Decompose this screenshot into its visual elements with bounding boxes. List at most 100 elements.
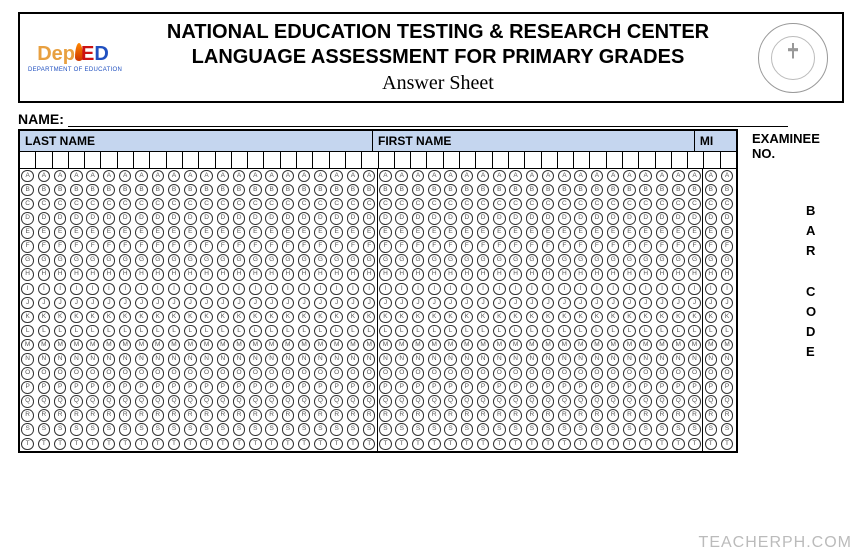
bubble-K[interactable]: K: [347, 311, 360, 324]
bubble-S[interactable]: S: [477, 423, 490, 436]
bubble-F[interactable]: F: [86, 240, 99, 253]
bubble-M[interactable]: M: [152, 339, 165, 352]
bubble-J[interactable]: J: [656, 297, 669, 310]
bubble-B[interactable]: B: [330, 184, 343, 197]
bubble-E[interactable]: E: [477, 226, 490, 239]
bubble-J[interactable]: J: [249, 297, 262, 310]
bubble-L[interactable]: L: [493, 325, 506, 338]
bubble-O[interactable]: O: [493, 367, 506, 380]
bubble-M[interactable]: M: [86, 339, 99, 352]
bubble-D[interactable]: D: [119, 212, 132, 225]
bubble-K[interactable]: K: [168, 311, 181, 324]
bubble-G[interactable]: G: [428, 254, 441, 267]
bubble-P[interactable]: P: [184, 381, 197, 394]
bubble-J[interactable]: J: [86, 297, 99, 310]
bubble-G[interactable]: G: [38, 254, 51, 267]
bubble-J[interactable]: J: [379, 297, 392, 310]
bubble-O[interactable]: O: [705, 367, 718, 380]
bubble-L[interactable]: L: [54, 325, 67, 338]
bubble-A[interactable]: A: [282, 170, 295, 183]
letter-box[interactable]: [444, 152, 460, 168]
bubble-Q[interactable]: Q: [379, 395, 392, 408]
bubble-K[interactable]: K: [233, 311, 246, 324]
bubble-Q[interactable]: Q: [444, 395, 457, 408]
bubble-N[interactable]: N: [38, 353, 51, 366]
letter-box[interactable]: [36, 152, 52, 168]
bubble-P[interactable]: P: [526, 381, 539, 394]
bubble-Q[interactable]: Q: [152, 395, 165, 408]
bubble-M[interactable]: M: [639, 339, 652, 352]
bubble-A[interactable]: A: [379, 170, 392, 183]
bubble-I[interactable]: I: [558, 283, 571, 296]
bubble-N[interactable]: N: [298, 353, 311, 366]
bubble-P[interactable]: P: [152, 381, 165, 394]
bubble-K[interactable]: K: [591, 311, 604, 324]
bubble-C[interactable]: C: [542, 198, 555, 211]
bubble-R[interactable]: R: [314, 409, 327, 422]
bubble-T[interactable]: T: [493, 438, 506, 451]
bubble-I[interactable]: I: [119, 283, 132, 296]
bubble-L[interactable]: L: [705, 325, 718, 338]
bubble-M[interactable]: M: [558, 339, 571, 352]
bubble-H[interactable]: H: [607, 268, 620, 281]
bubble-J[interactable]: J: [591, 297, 604, 310]
bubble-G[interactable]: G: [607, 254, 620, 267]
bubble-M[interactable]: M: [428, 339, 441, 352]
bubble-I[interactable]: I: [574, 283, 587, 296]
bubble-K[interactable]: K: [395, 311, 408, 324]
bubble-R[interactable]: R: [412, 409, 425, 422]
bubble-D[interactable]: D: [330, 212, 343, 225]
bubble-D[interactable]: D: [412, 212, 425, 225]
bubble-P[interactable]: P: [119, 381, 132, 394]
bubble-B[interactable]: B: [688, 184, 701, 197]
bubble-K[interactable]: K: [135, 311, 148, 324]
bubble-S[interactable]: S: [347, 423, 360, 436]
bubble-E[interactable]: E: [526, 226, 539, 239]
bubble-O[interactable]: O: [119, 367, 132, 380]
bubble-N[interactable]: N: [688, 353, 701, 366]
bubble-A[interactable]: A: [119, 170, 132, 183]
bubble-C[interactable]: C: [558, 198, 571, 211]
bubble-L[interactable]: L: [282, 325, 295, 338]
bubble-H[interactable]: H: [721, 268, 734, 281]
bubble-E[interactable]: E: [152, 226, 165, 239]
bubble-S[interactable]: S: [412, 423, 425, 436]
bubble-N[interactable]: N: [282, 353, 295, 366]
bubble-C[interactable]: C: [70, 198, 83, 211]
bubble-L[interactable]: L: [607, 325, 620, 338]
bubble-S[interactable]: S: [607, 423, 620, 436]
bubble-K[interactable]: K: [38, 311, 51, 324]
bubble-F[interactable]: F: [249, 240, 262, 253]
bubble-K[interactable]: K: [639, 311, 652, 324]
bubble-B[interactable]: B: [607, 184, 620, 197]
bubble-C[interactable]: C: [656, 198, 669, 211]
letter-box[interactable]: [607, 152, 623, 168]
bubble-L[interactable]: L: [428, 325, 441, 338]
bubble-E[interactable]: E: [21, 226, 34, 239]
letter-box[interactable]: [20, 152, 36, 168]
bubble-E[interactable]: E: [461, 226, 474, 239]
bubble-E[interactable]: E: [672, 226, 685, 239]
bubble-C[interactable]: C: [282, 198, 295, 211]
bubble-P[interactable]: P: [70, 381, 83, 394]
bubble-S[interactable]: S: [558, 423, 571, 436]
bubble-K[interactable]: K: [379, 311, 392, 324]
bubble-B[interactable]: B: [282, 184, 295, 197]
bubble-L[interactable]: L: [314, 325, 327, 338]
bubble-I[interactable]: I: [249, 283, 262, 296]
bubble-K[interactable]: K: [200, 311, 213, 324]
bubble-H[interactable]: H: [298, 268, 311, 281]
bubble-E[interactable]: E: [379, 226, 392, 239]
bubble-L[interactable]: L: [688, 325, 701, 338]
bubble-A[interactable]: A: [298, 170, 311, 183]
bubble-G[interactable]: G: [688, 254, 701, 267]
bubble-N[interactable]: N: [705, 353, 718, 366]
bubble-H[interactable]: H: [200, 268, 213, 281]
bubble-I[interactable]: I: [363, 283, 376, 296]
bubble-F[interactable]: F: [38, 240, 51, 253]
letter-box[interactable]: [69, 152, 85, 168]
bubble-Q[interactable]: Q: [86, 395, 99, 408]
bubble-M[interactable]: M: [347, 339, 360, 352]
bubble-M[interactable]: M: [574, 339, 587, 352]
bubble-J[interactable]: J: [639, 297, 652, 310]
